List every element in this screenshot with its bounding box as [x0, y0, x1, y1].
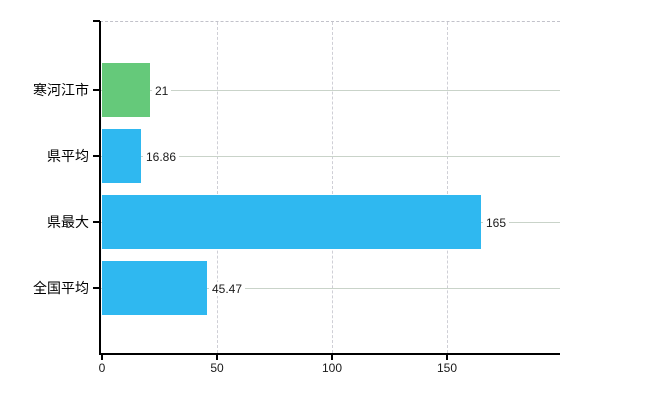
vertical-gridline — [217, 22, 218, 353]
plot-top-border — [100, 21, 560, 22]
category-gridline — [100, 90, 560, 91]
category-label: 県最大 — [47, 214, 89, 230]
bar-value-label: 21 — [152, 84, 172, 98]
x-axis-tick — [101, 355, 103, 360]
y-axis-line — [99, 21, 101, 355]
x-tick-label: 100 — [321, 361, 343, 375]
category-label: 寒河江市 — [33, 82, 89, 98]
bar-value-label: 165 — [483, 216, 510, 230]
y-axis-tick — [93, 221, 100, 223]
vertical-gridline — [332, 22, 333, 353]
x-tick-label: 50 — [210, 361, 224, 375]
x-axis-line — [99, 353, 560, 355]
x-tick-label: 0 — [98, 361, 106, 375]
category-label: 県平均 — [47, 148, 89, 164]
category-gridline — [100, 156, 560, 157]
x-axis-tick — [446, 355, 448, 360]
x-tick-label: 150 — [436, 361, 458, 375]
y-axis-top-tick — [93, 20, 100, 22]
x-axis-tick — [216, 355, 218, 360]
y-axis-tick — [93, 287, 100, 289]
vertical-gridline — [447, 22, 448, 353]
y-axis-tick — [93, 155, 100, 157]
category-label: 全国平均 — [33, 280, 89, 296]
bar-value-label: 45.47 — [209, 282, 246, 296]
bar — [102, 261, 207, 315]
x-axis-tick — [331, 355, 333, 360]
bar — [102, 63, 150, 117]
bar-value-label: 16.86 — [143, 150, 180, 164]
category-gridline — [100, 288, 560, 289]
bar — [102, 195, 481, 249]
y-axis-tick — [93, 89, 100, 91]
bar — [102, 129, 141, 183]
